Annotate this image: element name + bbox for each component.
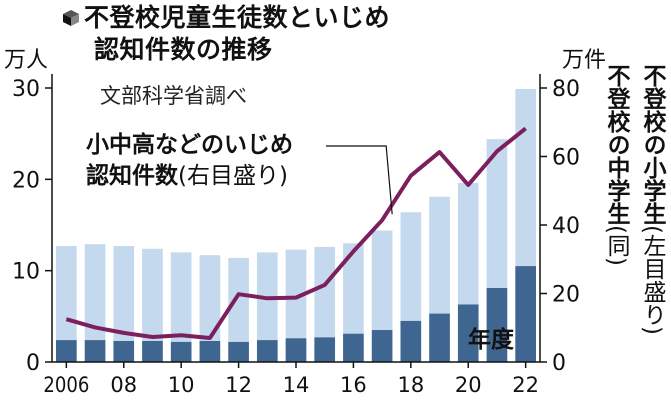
bar-junior-high-2009	[142, 248, 163, 341]
bar-junior-high-2016	[343, 243, 364, 334]
right-tick-label-20: 20	[552, 283, 580, 308]
bar-junior-high-2019	[429, 196, 450, 314]
bar-junior-high-2015	[314, 246, 336, 338]
left-tick-label-10: 10	[12, 260, 40, 285]
x-tick-label-2008: 08	[110, 373, 137, 397]
chart-title: 不登校児童生徒数といじめ 認知件数の推移	[62, 2, 390, 66]
bar-elementary-2013	[256, 340, 278, 362]
bar-elementary-2010	[170, 341, 192, 362]
x-tick-label-2018: 18	[397, 373, 424, 397]
bar-junior-high-2010	[170, 252, 192, 342]
line-annotation: 小中高などのいじめ 認知件数(右目盛り)	[86, 130, 293, 192]
bar-elementary-2016	[343, 333, 364, 362]
x-tick-label-2012: 12	[225, 373, 252, 397]
x-tick-label-2014: 14	[283, 373, 310, 397]
legend-junior-high-axis: (同)	[603, 225, 629, 266]
x-tick-label-2022: 22	[512, 373, 539, 397]
legend-elementary-label: 不登校の小学生	[639, 64, 665, 225]
bar-junior-high-2013	[256, 252, 278, 341]
left-tick-label-20: 20	[12, 168, 40, 193]
bar-elementary-2021	[486, 288, 508, 362]
left-axis-unit: 万人	[4, 48, 49, 73]
line-annotation-1: 小中高などのいじめ	[86, 132, 293, 158]
title-line-1: 不登校児童生徒数といじめ	[84, 3, 391, 32]
legend-junior-high-label: 不登校の中学生	[603, 64, 629, 225]
bar-elementary-2015	[314, 337, 336, 362]
x-tick-label-2016: 16	[340, 373, 367, 397]
bar-junior-high-2022	[515, 88, 536, 267]
bar-junior-high-2011	[199, 255, 221, 341]
bar-elementary-2007	[84, 340, 106, 362]
right-tick-label-80: 80	[552, 77, 580, 102]
right-tick-label-40: 40	[552, 214, 580, 239]
line-annotation-2: 認知件数	[86, 163, 178, 189]
bar-elementary-2011	[199, 340, 221, 362]
bar-elementary-2018	[400, 320, 422, 362]
bar-junior-high-2020	[457, 182, 479, 305]
bar-junior-high-2021	[486, 139, 508, 289]
legend-junior-high: 不登校の中学生(同)	[603, 64, 629, 266]
left-tick-label-30: 30	[12, 77, 40, 102]
annotation-leader-line	[326, 145, 393, 215]
right-tick-label-60: 60	[552, 146, 580, 171]
bar-elementary-2019	[429, 313, 450, 362]
bar-elementary-2008	[113, 340, 135, 362]
bar-elementary-2009	[142, 340, 163, 362]
title-line-2: 認知件数の推移	[94, 35, 273, 64]
bar-junior-high-2017	[371, 230, 393, 331]
right-axis-unit: 万件	[562, 48, 607, 73]
right-tick-label-0: 0	[552, 351, 566, 376]
bar-junior-high-2007	[84, 244, 106, 341]
bar-elementary-2020	[457, 304, 479, 362]
bar-junior-high-2008	[113, 246, 135, 341]
bar-junior-high-2006	[56, 246, 77, 341]
bar-elementary-2022	[515, 266, 536, 362]
x-tick-label-2010: 10	[168, 373, 195, 397]
legend-elementary: 不登校の小学生(左目盛り)	[639, 64, 665, 335]
bar-elementary-2006	[56, 340, 77, 362]
bar-junior-high-2014	[285, 249, 307, 339]
x-tick-label-2006: 2006	[43, 373, 89, 397]
left-tick-label-0: 0	[26, 351, 40, 376]
bar-elementary-2017	[371, 330, 393, 362]
line-annotation-axis: (右目盛り)	[178, 163, 288, 189]
cube-icon	[63, 10, 79, 26]
bar-elementary-2012	[228, 341, 249, 362]
x-tick-label-2020: 20	[455, 373, 482, 397]
bar-elementary-2014	[285, 338, 307, 362]
bar-junior-high-2018	[400, 212, 422, 321]
source-note: 文部科学省調べ	[100, 84, 247, 108]
legend-elementary-axis: (左目盛り)	[639, 225, 665, 335]
x-axis-label: 年度	[468, 327, 514, 353]
bar-junior-high-2012	[228, 257, 249, 342]
